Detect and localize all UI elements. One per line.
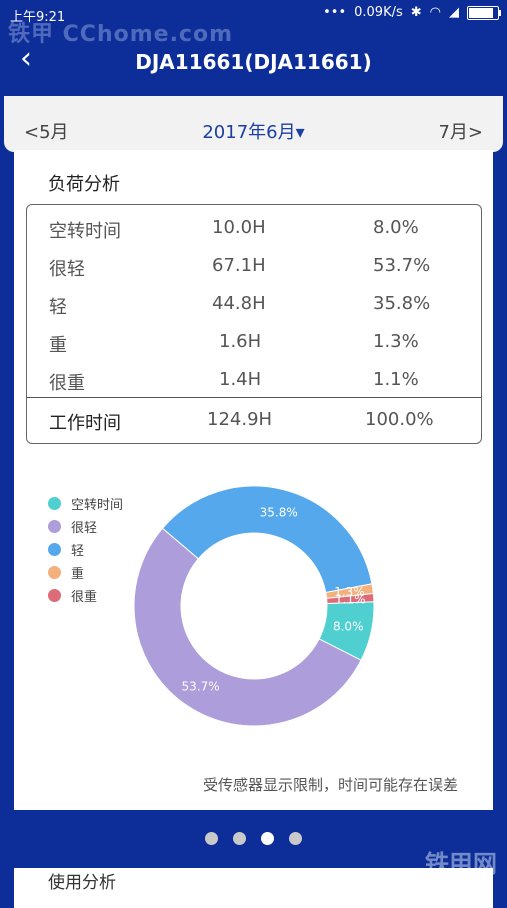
load-table: 空转时间 10.0H 8.0% 很轻 67.1H 53.7% 轻 44.8H 3… bbox=[26, 204, 482, 444]
load-donut-chart: 8.0% 53.7% 35.8% 1.3%1.1% bbox=[133, 485, 375, 727]
slice-label: 53.7% bbox=[182, 679, 220, 693]
load-analysis-card: 负荷分析 空转时间 10.0H 8.0% 很轻 67.1H 53.7% 轻 44… bbox=[14, 150, 493, 810]
current-month-dropdown[interactable]: 2017年6月▾ bbox=[202, 122, 305, 143]
legend-swatch bbox=[48, 520, 61, 533]
row-percent: 53.7% bbox=[373, 255, 431, 276]
status-icons: ••• 0.09K/s ✱ ◠ ◢ bbox=[323, 5, 501, 20]
legend-swatch bbox=[48, 497, 61, 510]
row-percent: 8.0% bbox=[373, 217, 419, 238]
page-dot[interactable] bbox=[233, 832, 246, 845]
page-indicator bbox=[205, 832, 302, 845]
row-percent: 1.1% bbox=[373, 369, 419, 390]
chart-legend: 空转时间很轻轻重很重 bbox=[48, 492, 123, 607]
table-row: 空转时间 10.0H 8.0% bbox=[27, 209, 481, 247]
row-hours: 67.1H bbox=[212, 255, 266, 276]
app-bar: ‹ DJA11661(DJA11661) bbox=[0, 30, 507, 96]
row-name: 重 bbox=[49, 335, 67, 356]
wifi-icon: ◠ bbox=[429, 5, 441, 20]
usage-analysis-card: 使用分析 bbox=[14, 868, 493, 908]
legend-item: 很轻 bbox=[48, 515, 123, 538]
table-row: 重 1.6H 1.3% bbox=[27, 323, 481, 361]
page-title: DJA11661(DJA11661) bbox=[135, 50, 372, 74]
more-dots-icon: ••• bbox=[323, 5, 347, 20]
prev-month-button[interactable]: <5月 bbox=[24, 122, 69, 143]
slice-label: 1.1% bbox=[335, 592, 366, 606]
legend-label: 轻 bbox=[71, 544, 85, 559]
page-dot[interactable] bbox=[261, 832, 274, 845]
slice-label: 8.0% bbox=[333, 620, 364, 634]
month-nav: <5月 2017年6月▾ 7月> bbox=[4, 96, 503, 152]
page-dot[interactable] bbox=[205, 832, 218, 845]
status-bar: 上午9:21 ••• 0.09K/s ✱ ◠ ◢ bbox=[0, 0, 507, 30]
row-hours: 44.8H bbox=[212, 293, 266, 314]
battery-icon bbox=[467, 5, 501, 20]
usage-card-title: 使用分析 bbox=[48, 873, 116, 893]
row-percent: 1.3% bbox=[373, 331, 419, 352]
legend-label: 很轻 bbox=[71, 521, 98, 536]
legend-swatch bbox=[48, 543, 61, 556]
next-month-button[interactable]: 7月> bbox=[438, 122, 483, 143]
bluetooth-icon: ✱ bbox=[410, 5, 422, 20]
network-speed: 0.09K/s bbox=[354, 5, 403, 20]
sensor-note: 受传感器显示限制，时间可能存在误差 bbox=[202, 776, 458, 794]
legend-swatch bbox=[48, 566, 61, 579]
slice-label: 35.8% bbox=[260, 506, 298, 520]
row-name: 很重 bbox=[49, 373, 85, 394]
total-name: 工作时间 bbox=[49, 413, 121, 434]
signal-icon: ◢ bbox=[449, 5, 459, 20]
total-percent: 100.0% bbox=[365, 409, 434, 430]
donut-slice bbox=[161, 485, 373, 594]
status-time: 上午9:21 bbox=[10, 10, 66, 25]
legend-item: 轻 bbox=[48, 538, 123, 561]
legend-item: 重 bbox=[48, 561, 123, 584]
back-arrow-icon[interactable]: ‹ bbox=[20, 41, 32, 76]
row-name: 很轻 bbox=[49, 259, 85, 280]
card-title: 负荷分析 bbox=[48, 174, 120, 195]
table-row: 很轻 67.1H 53.7% bbox=[27, 247, 481, 285]
table-row: 轻 44.8H 35.8% bbox=[27, 285, 481, 323]
slice-label: 1.3% bbox=[334, 585, 365, 599]
legend-label: 空转时间 bbox=[71, 498, 124, 513]
total-hours: 124.9H bbox=[207, 409, 273, 430]
table-row: 很重 1.4H 1.1% bbox=[27, 361, 481, 399]
page-dot[interactable] bbox=[289, 832, 302, 845]
watermark-top: 铁甲 CChome.com bbox=[8, 22, 234, 47]
donut-slice bbox=[133, 527, 362, 727]
total-row: 工作时间 124.9H 100.0% bbox=[27, 397, 481, 442]
legend-item: 空转时间 bbox=[48, 492, 123, 515]
legend-label: 重 bbox=[71, 567, 85, 582]
row-hours: 1.6H bbox=[219, 331, 262, 352]
row-hours: 1.4H bbox=[219, 369, 262, 390]
row-hours: 10.0H bbox=[212, 217, 266, 238]
row-name: 空转时间 bbox=[49, 221, 121, 242]
legend-swatch bbox=[48, 589, 61, 602]
row-name: 轻 bbox=[49, 297, 67, 318]
donut-slice bbox=[326, 592, 375, 604]
row-percent: 35.8% bbox=[373, 293, 431, 314]
legend-item: 很重 bbox=[48, 584, 123, 607]
legend-label: 很重 bbox=[71, 590, 98, 605]
